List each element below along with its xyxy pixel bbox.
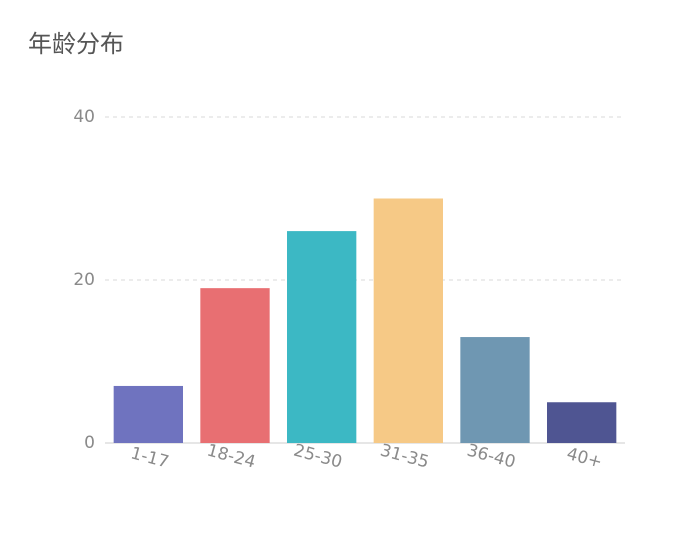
bar <box>460 337 530 443</box>
x-tick-label: 18-24 <box>205 441 258 473</box>
bar <box>547 402 617 443</box>
bar <box>287 231 357 443</box>
bar <box>373 198 443 443</box>
bar <box>200 288 270 443</box>
x-tick-label: 1-17 <box>128 443 170 472</box>
x-tick-label: 40+ <box>564 444 604 473</box>
y-tick-label: 20 <box>73 270 95 290</box>
chart-title: 年龄分布 <box>28 30 124 58</box>
x-tick-label: 36-40 <box>465 441 518 473</box>
y-tick-label: 0 <box>84 433 95 453</box>
bar <box>113 385 183 443</box>
x-tick-label: 25-30 <box>291 441 344 473</box>
x-tick-label: 31-35 <box>378 441 431 473</box>
y-tick-label: 40 <box>73 107 95 127</box>
